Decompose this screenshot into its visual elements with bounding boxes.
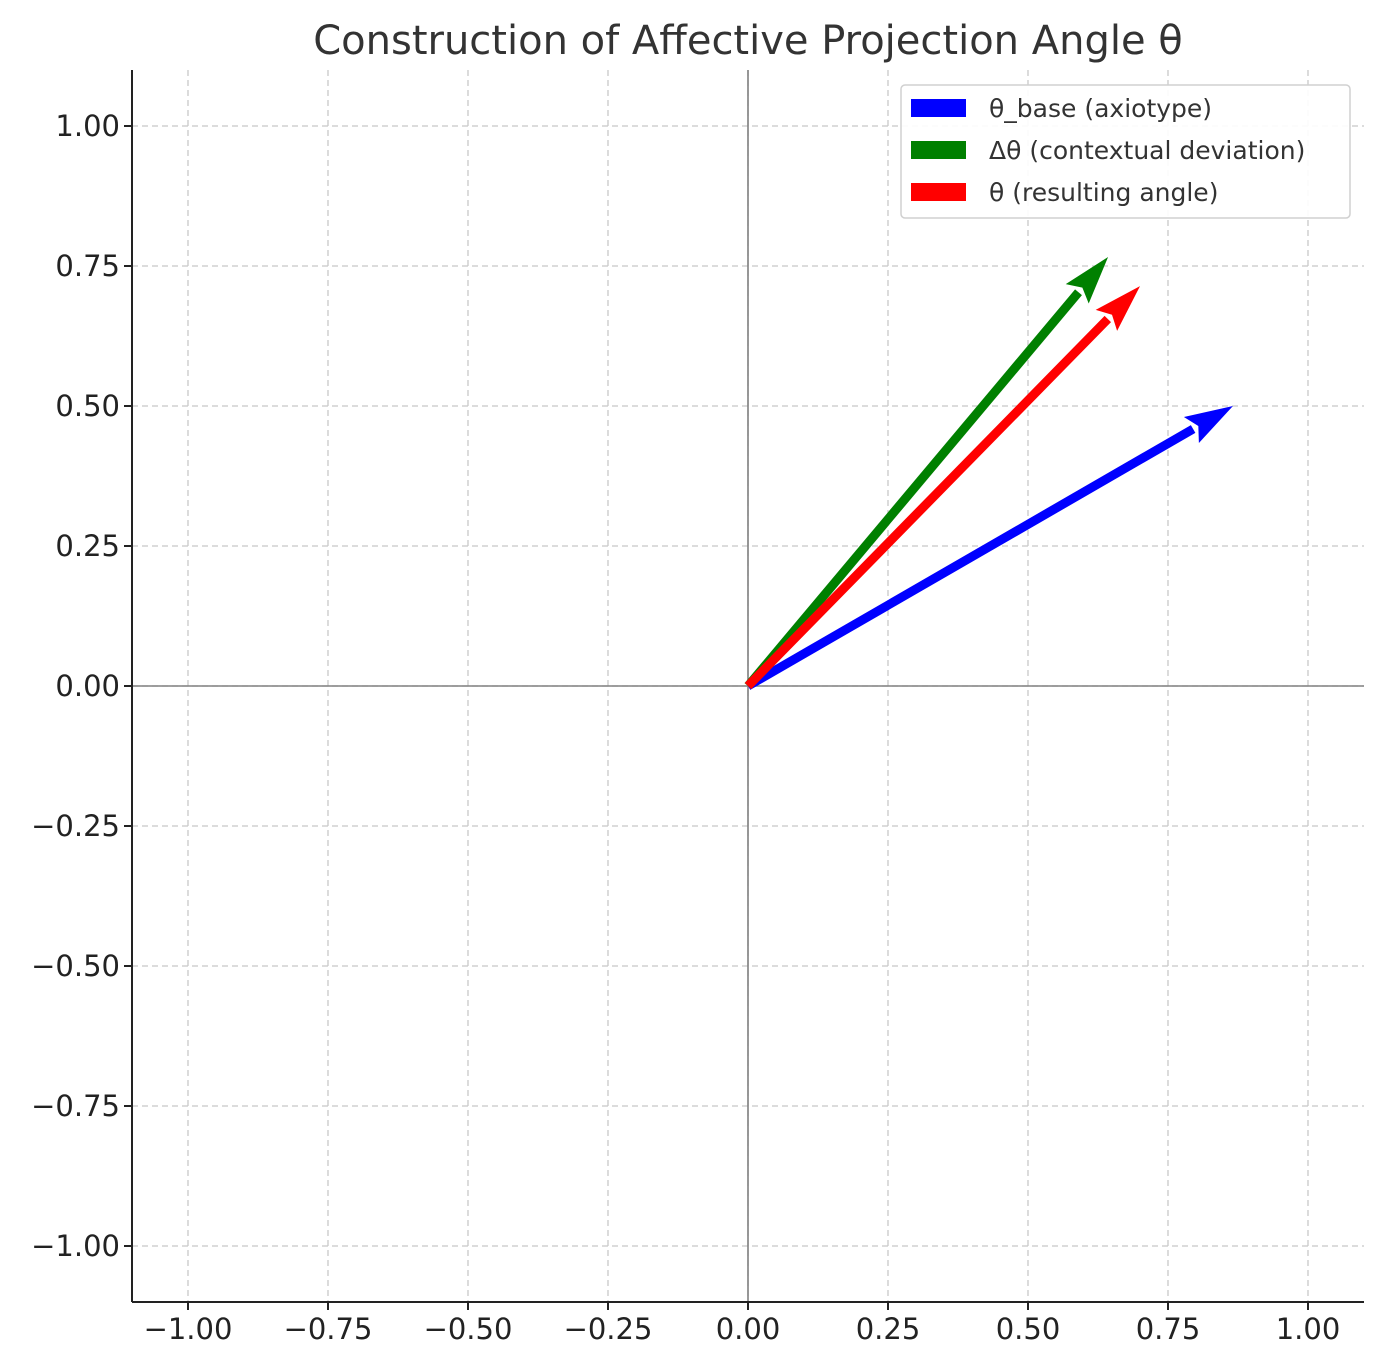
y-tick-label: 0.00: [55, 669, 120, 703]
x-tick-label: −0.75: [284, 1312, 373, 1346]
y-tick-label: −1.00: [31, 1229, 120, 1263]
y-tick-label: 1.00: [55, 109, 120, 143]
x-tick-label: −0.25: [564, 1312, 653, 1346]
vector-shaft: [745, 425, 1196, 690]
legend-label: Δθ (contextual deviation): [989, 136, 1305, 165]
x-tick-label: 0.00: [716, 1312, 781, 1346]
x-tick-label: 0.25: [856, 1312, 921, 1346]
x-tick-label: 0.75: [1136, 1312, 1201, 1346]
legend-swatch: [911, 99, 966, 117]
legend-swatch: [911, 141, 966, 159]
vector-shaft: [744, 315, 1112, 690]
legend-label: θ (resulting angle): [989, 178, 1218, 207]
chart-title: Construction of Affective Projection Ang…: [313, 18, 1183, 64]
legend: θ_base (axiotype) Δθ (contextual deviatio…: [900, 84, 1351, 219]
y-tick-label: 0.75: [55, 249, 120, 283]
vector-shaft: [744, 289, 1082, 689]
legend-label: θ_base (axiotype): [989, 94, 1212, 123]
vector-head: [1095, 286, 1140, 331]
y-tick-label: 0.25: [55, 529, 120, 563]
legend-swatch: [911, 183, 966, 201]
x-tick-label: 0.50: [996, 1312, 1061, 1346]
y-tick-label: −0.50: [31, 949, 120, 983]
legend-box: [900, 84, 1351, 219]
y-tick-label: −0.25: [31, 809, 120, 843]
y-tick-label: 0.50: [55, 389, 120, 423]
x-tick-label: 1.00: [1276, 1312, 1341, 1346]
vector-head: [1065, 257, 1109, 304]
axes: −1.00 −0.75 −0.50 −0.25 0.00 0.25 0.50 0.75 1.00…: [31, 70, 1364, 1346]
y-tick-label: −0.75: [31, 1089, 120, 1123]
x-tick-label: −0.50: [424, 1312, 513, 1346]
vector-head: [1183, 406, 1233, 443]
vectors: [744, 257, 1233, 690]
x-tick-label: −1.00: [144, 1312, 233, 1346]
